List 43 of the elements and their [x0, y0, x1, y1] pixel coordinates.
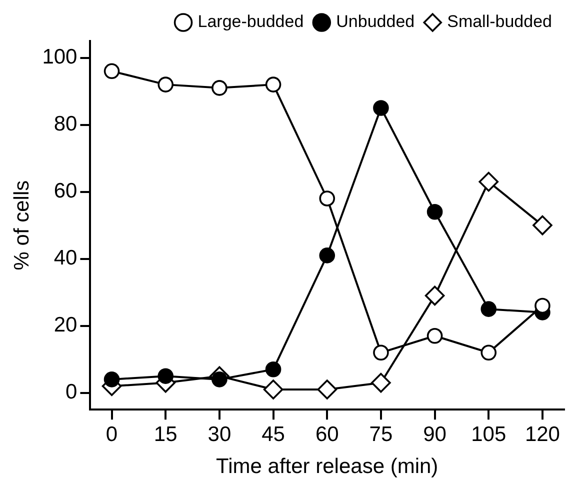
- x-tick-label: 30: [208, 422, 232, 446]
- legend-label: Unbudded: [336, 12, 415, 32]
- y-tick-label: 0: [66, 380, 78, 404]
- point: [158, 368, 174, 384]
- point: [371, 372, 391, 393]
- point: [532, 215, 552, 236]
- point: [212, 372, 228, 388]
- legend-label: Large-budded: [198, 12, 304, 32]
- x-tick-label: 105: [471, 422, 506, 446]
- point: [480, 344, 497, 361]
- x-tick-label: 45: [262, 422, 285, 446]
- y-tick-label: 80: [54, 112, 78, 136]
- point: [373, 344, 389, 361]
- point: [424, 286, 445, 306]
- point: [263, 380, 284, 400]
- point: [317, 380, 338, 400]
- point: [478, 172, 499, 192]
- x-tick-label: 60: [315, 422, 339, 446]
- point: [426, 204, 443, 220]
- point: [480, 301, 497, 317]
- y-tick-label: 100: [42, 46, 78, 69]
- point: [265, 361, 282, 378]
- x-tick-label: 0: [106, 422, 118, 446]
- y-tick-label: 60: [54, 180, 78, 203]
- legend-label: Small-budded: [447, 12, 552, 32]
- x-tick-label: 15: [154, 422, 178, 446]
- x-tick-label: 90: [423, 422, 446, 446]
- point: [534, 298, 550, 314]
- x-axis-title: Time after release (min): [216, 455, 438, 478]
- point: [212, 80, 228, 96]
- y-axis-title: % of cells: [10, 180, 34, 270]
- point: [104, 63, 120, 80]
- point: [158, 76, 174, 92]
- x-tick-label: 75: [369, 422, 393, 446]
- point: [104, 372, 120, 388]
- point: [373, 100, 389, 116]
- point: [426, 328, 443, 344]
- point: [319, 248, 336, 264]
- x-tick-label: 120: [524, 422, 560, 446]
- point: [319, 190, 336, 206]
- y-tick-label: 20: [54, 314, 78, 337]
- point: [265, 76, 282, 92]
- y-tick-label: 40: [54, 246, 78, 270]
